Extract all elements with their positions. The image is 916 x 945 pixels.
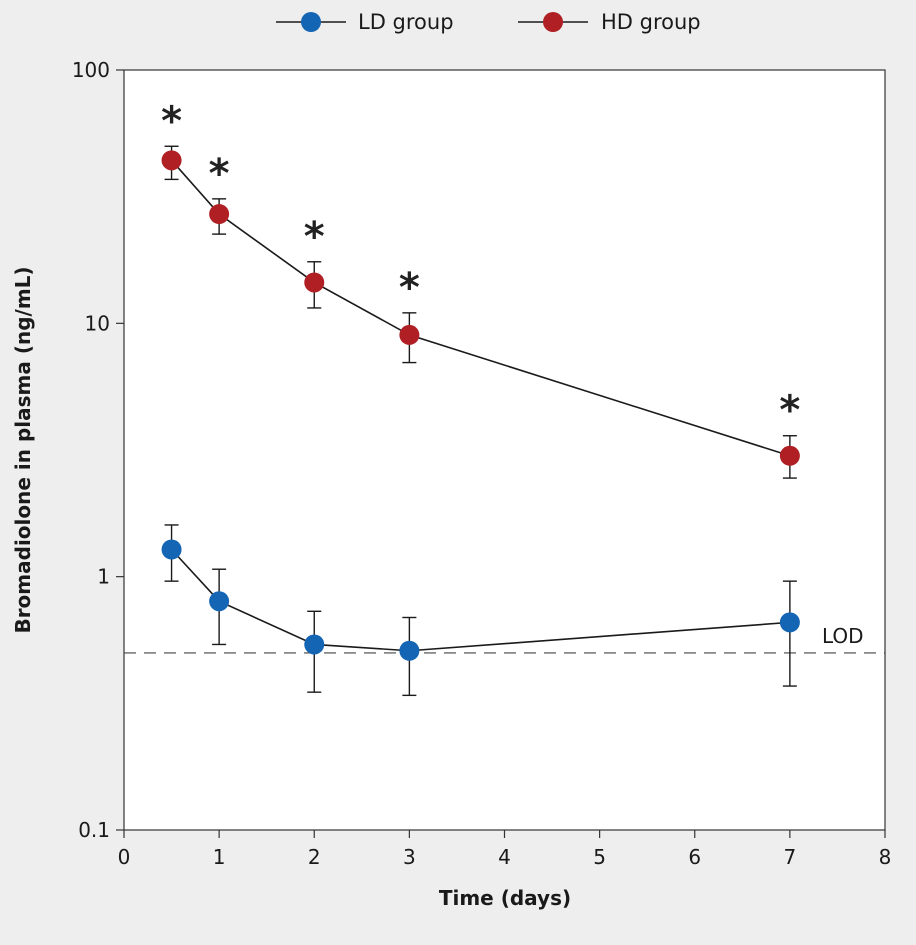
data-point-0-3 — [399, 640, 420, 661]
significance-star-1-0: * — [161, 98, 182, 144]
x-tick-label-3: 3 — [403, 845, 416, 869]
legend-marker-1 — [543, 12, 563, 32]
legend-label-0: LD group — [358, 10, 454, 34]
y-tick-label-0: 0.1 — [78, 818, 110, 842]
data-point-0-0 — [161, 539, 182, 560]
data-point-1-2 — [304, 272, 325, 293]
x-tick-label-4: 4 — [498, 845, 511, 869]
x-tick-label-6: 6 — [688, 845, 701, 869]
series-1: * * * * * — [161, 98, 800, 479]
data-point-1-1 — [209, 204, 230, 225]
data-point-0-1 — [209, 591, 230, 612]
significance-star-1-3: * — [399, 265, 420, 311]
x-tick-label-1: 1 — [213, 845, 226, 869]
x-tick-label-8: 8 — [879, 845, 892, 869]
legend-item-1: HD group — [518, 10, 701, 34]
significance-star-1-4: * — [779, 388, 800, 434]
legend-label-1: HD group — [601, 10, 701, 34]
data-point-1-3 — [399, 324, 420, 345]
x-tick-label-7: 7 — [784, 845, 797, 869]
y-tick-label-2: 10 — [85, 311, 110, 335]
x-axis-title: Time (days) — [439, 886, 571, 910]
significance-star-1-1: * — [209, 151, 230, 197]
significance-star-1-2: * — [304, 214, 325, 260]
legend-marker-0 — [301, 12, 321, 32]
legend-item-0: LD group — [276, 10, 454, 34]
plot-area — [123, 69, 886, 831]
y-axis-title: Bromadiolone in plasma (ng/mL) — [11, 266, 35, 633]
data-point-1-4 — [779, 445, 800, 466]
y-tick-label-3: 100 — [72, 58, 110, 82]
data-point-0-2 — [304, 634, 325, 655]
x-tick-label-2: 2 — [308, 845, 321, 869]
series-0 — [161, 524, 800, 697]
x-tick-label-0: 0 — [118, 845, 131, 869]
y-tick-label-1: 1 — [97, 565, 110, 589]
x-tick-label-5: 5 — [593, 845, 606, 869]
axis-ticks: 0 1 2 3 4 5 6 7 8 0.1 1 10 100 — [72, 58, 892, 869]
lod-reference: LOD — [124, 624, 885, 654]
series-layer: * * * * * — [161, 98, 800, 697]
data-point-0-4 — [779, 612, 800, 633]
data-point-1-0 — [161, 150, 182, 171]
lod-label: LOD — [822, 624, 864, 648]
legend: LD group HD group — [276, 10, 701, 34]
